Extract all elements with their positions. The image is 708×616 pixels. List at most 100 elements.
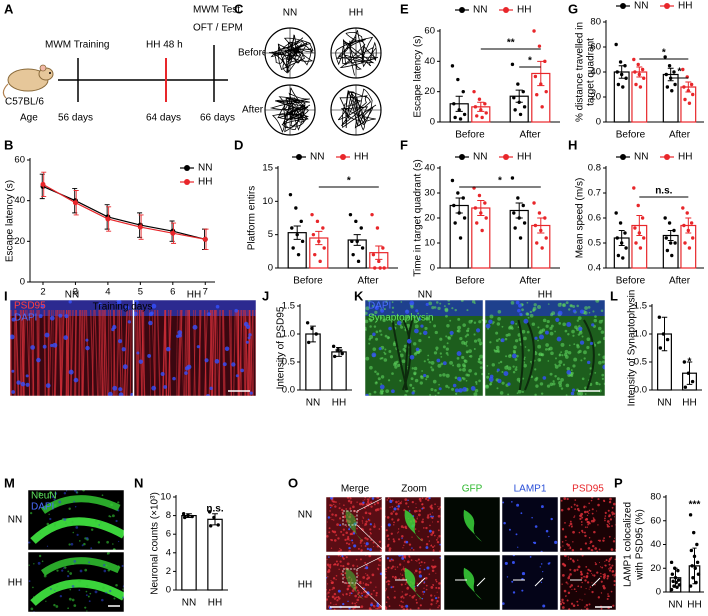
dendrite [103, 309, 106, 396]
signal [411, 501, 414, 504]
dendrite [233, 309, 236, 396]
signal [598, 360, 602, 365]
x-axis-label: Training days [93, 302, 153, 313]
signal [466, 309, 469, 312]
dendrite [180, 309, 184, 396]
signal [563, 564, 567, 567]
signal [584, 526, 587, 528]
signal [352, 564, 355, 567]
signal [549, 372, 553, 376]
legend-marker [184, 179, 190, 185]
signal [400, 569, 403, 571]
dendrite [211, 309, 215, 396]
y-tick-label: 80 [590, 17, 601, 28]
point [202, 236, 208, 242]
dendrite [216, 309, 220, 396]
signal [510, 320, 515, 325]
signal [415, 510, 418, 513]
signal [568, 548, 570, 550]
legend-label: NN [310, 152, 324, 163]
signal [442, 345, 446, 349]
signal [423, 568, 426, 571]
signal [397, 531, 400, 533]
signal [184, 371, 188, 375]
signal [418, 497, 422, 501]
signal [406, 315, 410, 319]
micrograph-frame [384, 554, 442, 611]
signal [497, 309, 502, 314]
dendrite [116, 309, 118, 396]
signal [150, 311, 154, 315]
signal [431, 305, 435, 310]
data-point [370, 212, 374, 217]
signal [473, 348, 476, 350]
signal [413, 315, 416, 319]
micrograph-frame [443, 496, 501, 553]
significance: *** [689, 500, 701, 511]
signal [511, 561, 515, 565]
x-tick-label: HH [208, 598, 222, 609]
signal [419, 332, 422, 335]
micrograph-frame [501, 496, 559, 553]
signal [333, 597, 337, 600]
signal [430, 517, 432, 519]
signal [517, 546, 519, 548]
signal [610, 590, 613, 593]
signal [594, 371, 597, 374]
signal [370, 505, 373, 508]
signal [438, 605, 440, 607]
signal [365, 306, 370, 311]
data-point [695, 560, 700, 565]
signal [368, 337, 372, 341]
signal [560, 499, 563, 502]
y-tick-label: 5 [268, 229, 273, 240]
signal [340, 555, 342, 557]
data-point [690, 379, 695, 384]
signal [425, 378, 428, 381]
signal [28, 541, 31, 544]
signal [85, 584, 89, 588]
signal [430, 504, 433, 507]
signal [343, 504, 345, 506]
panel-letter: N [134, 475, 143, 490]
signal [517, 326, 520, 328]
y-tick-label: 10 [262, 196, 273, 207]
signal [385, 300, 388, 303]
signal [564, 521, 566, 524]
micrograph-frame [559, 496, 617, 553]
signal [387, 566, 390, 569]
signal [385, 588, 388, 590]
signal [109, 516, 112, 518]
data-point [619, 241, 624, 245]
signal [486, 375, 490, 379]
signal [383, 308, 386, 311]
signal [335, 574, 338, 577]
signal [550, 313, 554, 317]
signal [576, 568, 579, 571]
signal [373, 325, 377, 328]
signal [84, 568, 88, 572]
signal [597, 353, 601, 356]
signal [591, 572, 593, 574]
signal [375, 381, 378, 384]
data-point [518, 112, 523, 117]
signal [573, 503, 576, 506]
signal [416, 516, 418, 518]
signal [401, 534, 404, 538]
dendrite [230, 309, 233, 396]
signal [611, 570, 614, 573]
signal [567, 332, 570, 336]
data-point [696, 572, 701, 576]
signal [51, 504, 54, 507]
signal [404, 593, 407, 596]
signal [595, 300, 600, 303]
data-point [669, 587, 674, 592]
x-tick-label: After [519, 276, 541, 287]
signal [330, 580, 332, 582]
signal [134, 300, 139, 305]
signal [572, 604, 576, 607]
signal [349, 591, 352, 595]
signal [399, 379, 402, 382]
data-point [614, 42, 618, 47]
dendrite [156, 309, 161, 396]
